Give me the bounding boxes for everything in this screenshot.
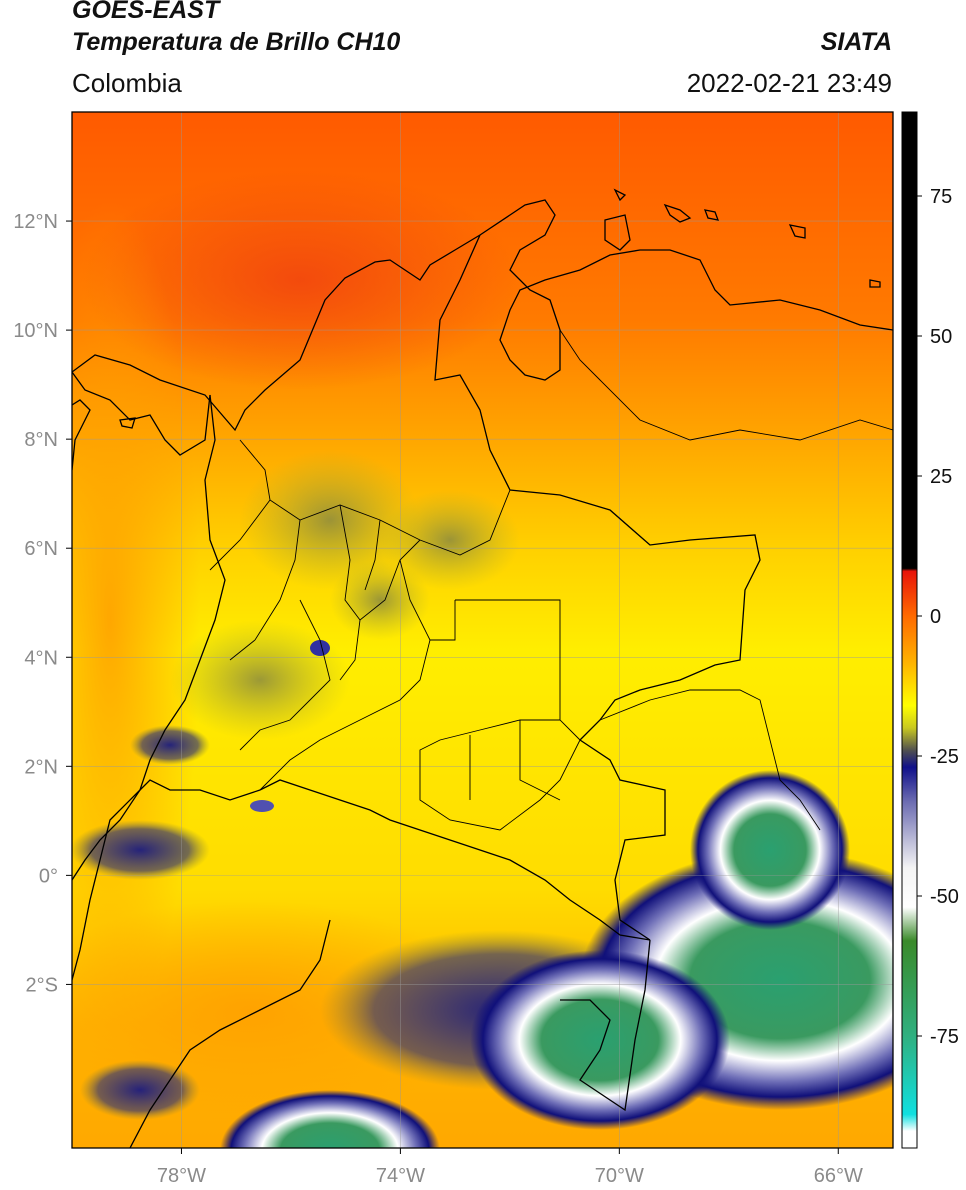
pacific-coastline	[72, 399, 91, 471]
caribbean-islands	[119, 188, 881, 429]
lon-tick-label: 78°W	[157, 1165, 206, 1187]
colorbar-tick-label: 50	[930, 326, 952, 348]
lat-tick-label: 2°N	[24, 756, 58, 778]
colorbar-tick-label: 75	[930, 186, 952, 208]
lat-tick-label: 2°S	[26, 974, 58, 996]
colombia-peru-border	[259, 779, 651, 941]
lat-tick-label: 0°	[39, 865, 58, 887]
satellite-imagery	[72, 112, 893, 1148]
venezuela-states	[559, 329, 893, 831]
lon-tick-label: 74°W	[376, 1165, 425, 1187]
lat-tick-label: 6°N	[24, 538, 58, 560]
timestamp-label: 2022-02-21 23:49	[686, 68, 892, 98]
graticule	[72, 112, 893, 1148]
lat-tick-label: 12°N	[13, 211, 58, 233]
lat-tick-label: 4°N	[24, 647, 58, 669]
colorbar-tick-label: 25	[930, 466, 952, 488]
ecuador-peru-border	[72, 789, 141, 981]
lon-tick-label: 66°W	[814, 1165, 863, 1187]
lat-tick-label: 10°N	[13, 320, 58, 342]
colombia-venezuela-border	[434, 234, 761, 741]
interior-departments	[209, 439, 581, 831]
colorbar-scale	[901, 111, 918, 1149]
political-boundaries	[72, 188, 893, 1148]
peru-coast-south	[129, 919, 331, 1148]
colorbar-tick-label: 0	[930, 606, 941, 628]
panama-border	[72, 371, 211, 456]
map-frame	[71, 111, 894, 1149]
colombia-ecuador-border	[139, 779, 261, 801]
lat-tick-label: 8°N	[24, 429, 58, 451]
caribbean-coastline	[72, 199, 893, 432]
colombia-brazil-border	[579, 739, 666, 941]
peru-brazil-border	[560, 939, 651, 1112]
map-title-product: Temperatura de Brillo CH10	[72, 28, 401, 56]
organization-label: SIATA	[820, 28, 892, 56]
colorbar-tick-label: -25	[930, 746, 959, 768]
colorbar-tick-label: -50	[930, 886, 959, 908]
lon-tick-label: 70°W	[595, 1165, 644, 1187]
axis-ticks: 78°W 74°W 70°W 66°W 12°N 10°N 8°N 6°N 4°N 2°N 0° 2°…	[13, 211, 863, 1187]
colorbar-tick-label: -75	[930, 1026, 959, 1048]
region-label: Colombia	[72, 68, 182, 98]
map-title-satellite: GOES-EAST	[72, 0, 220, 24]
colorbar: 75 50 25 0 -25 -50 -75	[901, 111, 959, 1149]
